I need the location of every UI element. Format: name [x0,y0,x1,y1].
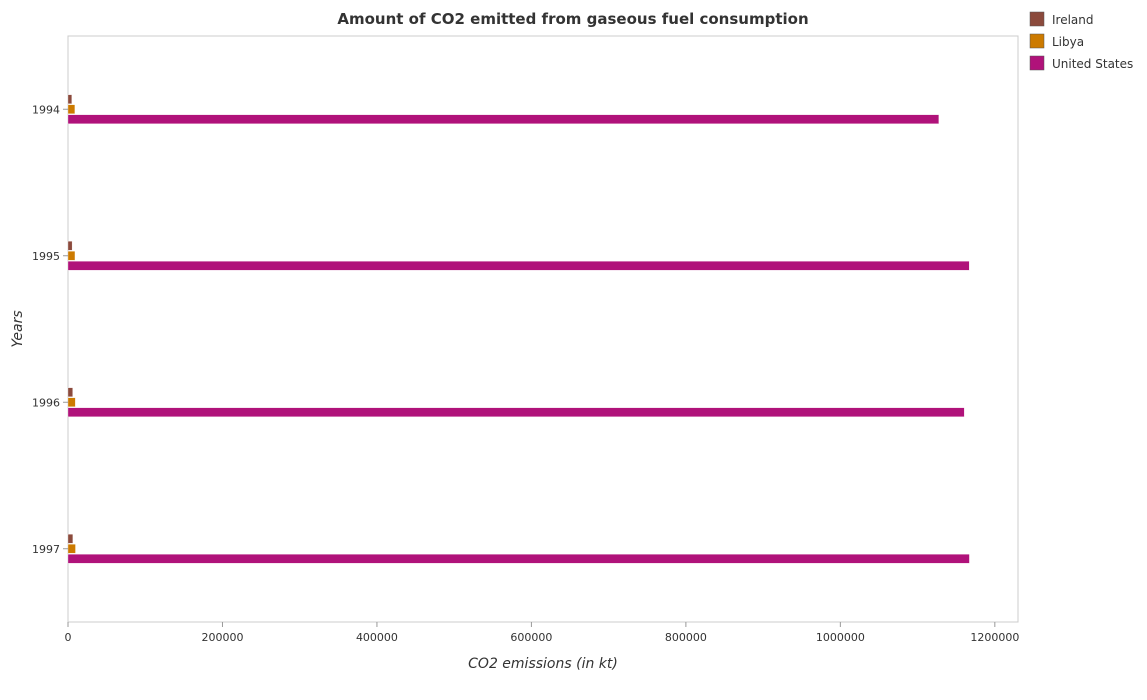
bar-united-states-1996 [67,407,965,417]
bar-ireland-1996 [67,387,73,397]
chart-title: Amount of CO2 emitted from gaseous fuel … [337,10,808,28]
legend-label-united-states: United States [1052,57,1133,71]
x-tick-label-1: 200000 [201,631,243,644]
y-tick-label-1994: 1994 [32,103,60,116]
x-tick-label-2: 400000 [356,631,398,644]
x-tick-label-6: 1200000 [970,631,1019,644]
x-tick-label-4: 800000 [665,631,707,644]
bar-ireland-1997 [67,534,74,544]
legend-swatch-ireland [1029,11,1045,27]
bar-libya-1996 [67,397,76,407]
legend-label-libya: Libya [1052,35,1084,49]
x-tick-label-0: 0 [65,631,72,644]
y-axis-label: Years [10,310,26,347]
y-axis-ticks: 1994 1995 1996 1997 [32,103,68,556]
bar-libya-1994 [67,104,76,114]
bar-ireland-1995 [67,241,73,251]
y-tick-label-1996: 1996 [32,396,60,409]
x-axis-label: CO2 emissions (in kt) [468,656,618,672]
legend-swatch-libya [1029,33,1045,49]
y-tick-label-1997: 1997 [32,543,60,556]
legend-label-ireland: Ireland [1052,13,1094,27]
bar-united-states-1997 [67,554,970,564]
bar-united-states-1994 [67,114,939,124]
x-tick-label-5: 1000000 [816,631,865,644]
legend-swatch-united-states [1029,55,1045,71]
bar-libya-1995 [67,251,76,261]
plot-area [67,35,1019,623]
y-tick-label-1995: 1995 [32,250,60,263]
bars-group [67,94,970,564]
x-tick-label-3: 600000 [510,631,552,644]
legend: Ireland Libya United States [1029,11,1133,71]
bar-ireland-1994 [67,94,72,104]
bar-libya-1997 [67,544,76,554]
x-axis-ticks: 0 200000 400000 600000 800000 1000000 1200000 [65,622,1019,644]
bar-united-states-1995 [67,261,970,271]
